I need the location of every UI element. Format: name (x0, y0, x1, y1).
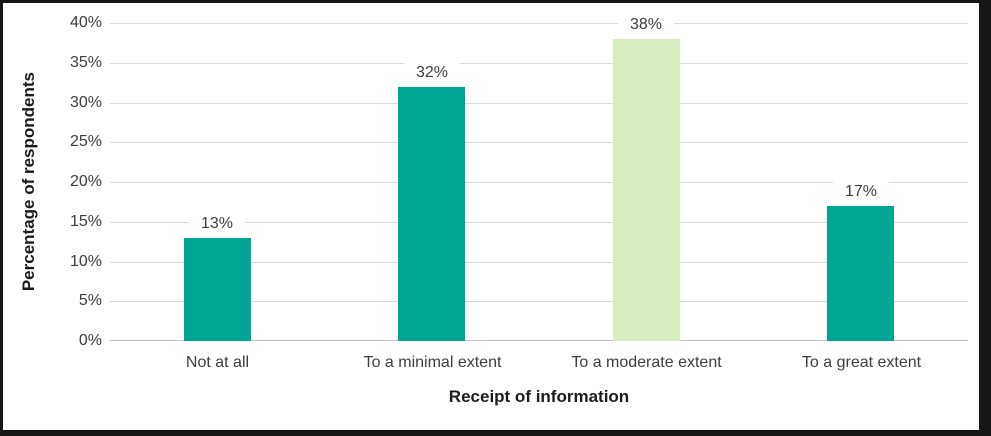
gridline (110, 63, 968, 64)
x-category-label: To a great extent (801, 354, 922, 371)
x-axis-line (110, 340, 968, 341)
bar (827, 206, 894, 341)
y-tick-label: 15% (69, 213, 102, 230)
bar-value-label: 13% (189, 214, 245, 234)
y-tick-label: 10% (69, 253, 102, 270)
gridline (110, 301, 968, 302)
gridline (110, 103, 968, 104)
gridline (110, 142, 968, 143)
x-category-label: To a moderate extent (571, 354, 722, 371)
gridline (110, 222, 968, 223)
bar-value-label: 17% (833, 182, 889, 202)
y-tick-label: 20% (69, 173, 102, 190)
gridline (110, 262, 968, 263)
plot-area: 13% 32% 38% 17% (110, 15, 968, 341)
bar (398, 87, 465, 341)
bar (184, 238, 251, 341)
x-category-label: Not at all (185, 354, 250, 371)
x-axis-category-labels: Not at all To a minimal extent To a modera… (110, 352, 968, 374)
bar (613, 39, 680, 341)
y-tick-label: 35% (69, 54, 102, 71)
y-tick-label: 40% (69, 14, 102, 31)
y-tick-label: 25% (69, 133, 102, 150)
bar-value-label: 38% (618, 15, 674, 35)
x-axis-title: Receipt of information (448, 387, 630, 406)
y-tick-label: 30% (69, 94, 102, 111)
x-category-label: To a minimal extent (363, 354, 502, 371)
y-tick-label: 0% (78, 332, 102, 349)
gridline (110, 182, 968, 183)
y-axis-ticks: 0% 5% 10% 15% 20% 25% 30% 35% 40% (3, 3, 102, 430)
gridline (110, 23, 968, 24)
y-tick-label: 5% (78, 292, 102, 309)
bar-value-label: 32% (404, 63, 460, 83)
